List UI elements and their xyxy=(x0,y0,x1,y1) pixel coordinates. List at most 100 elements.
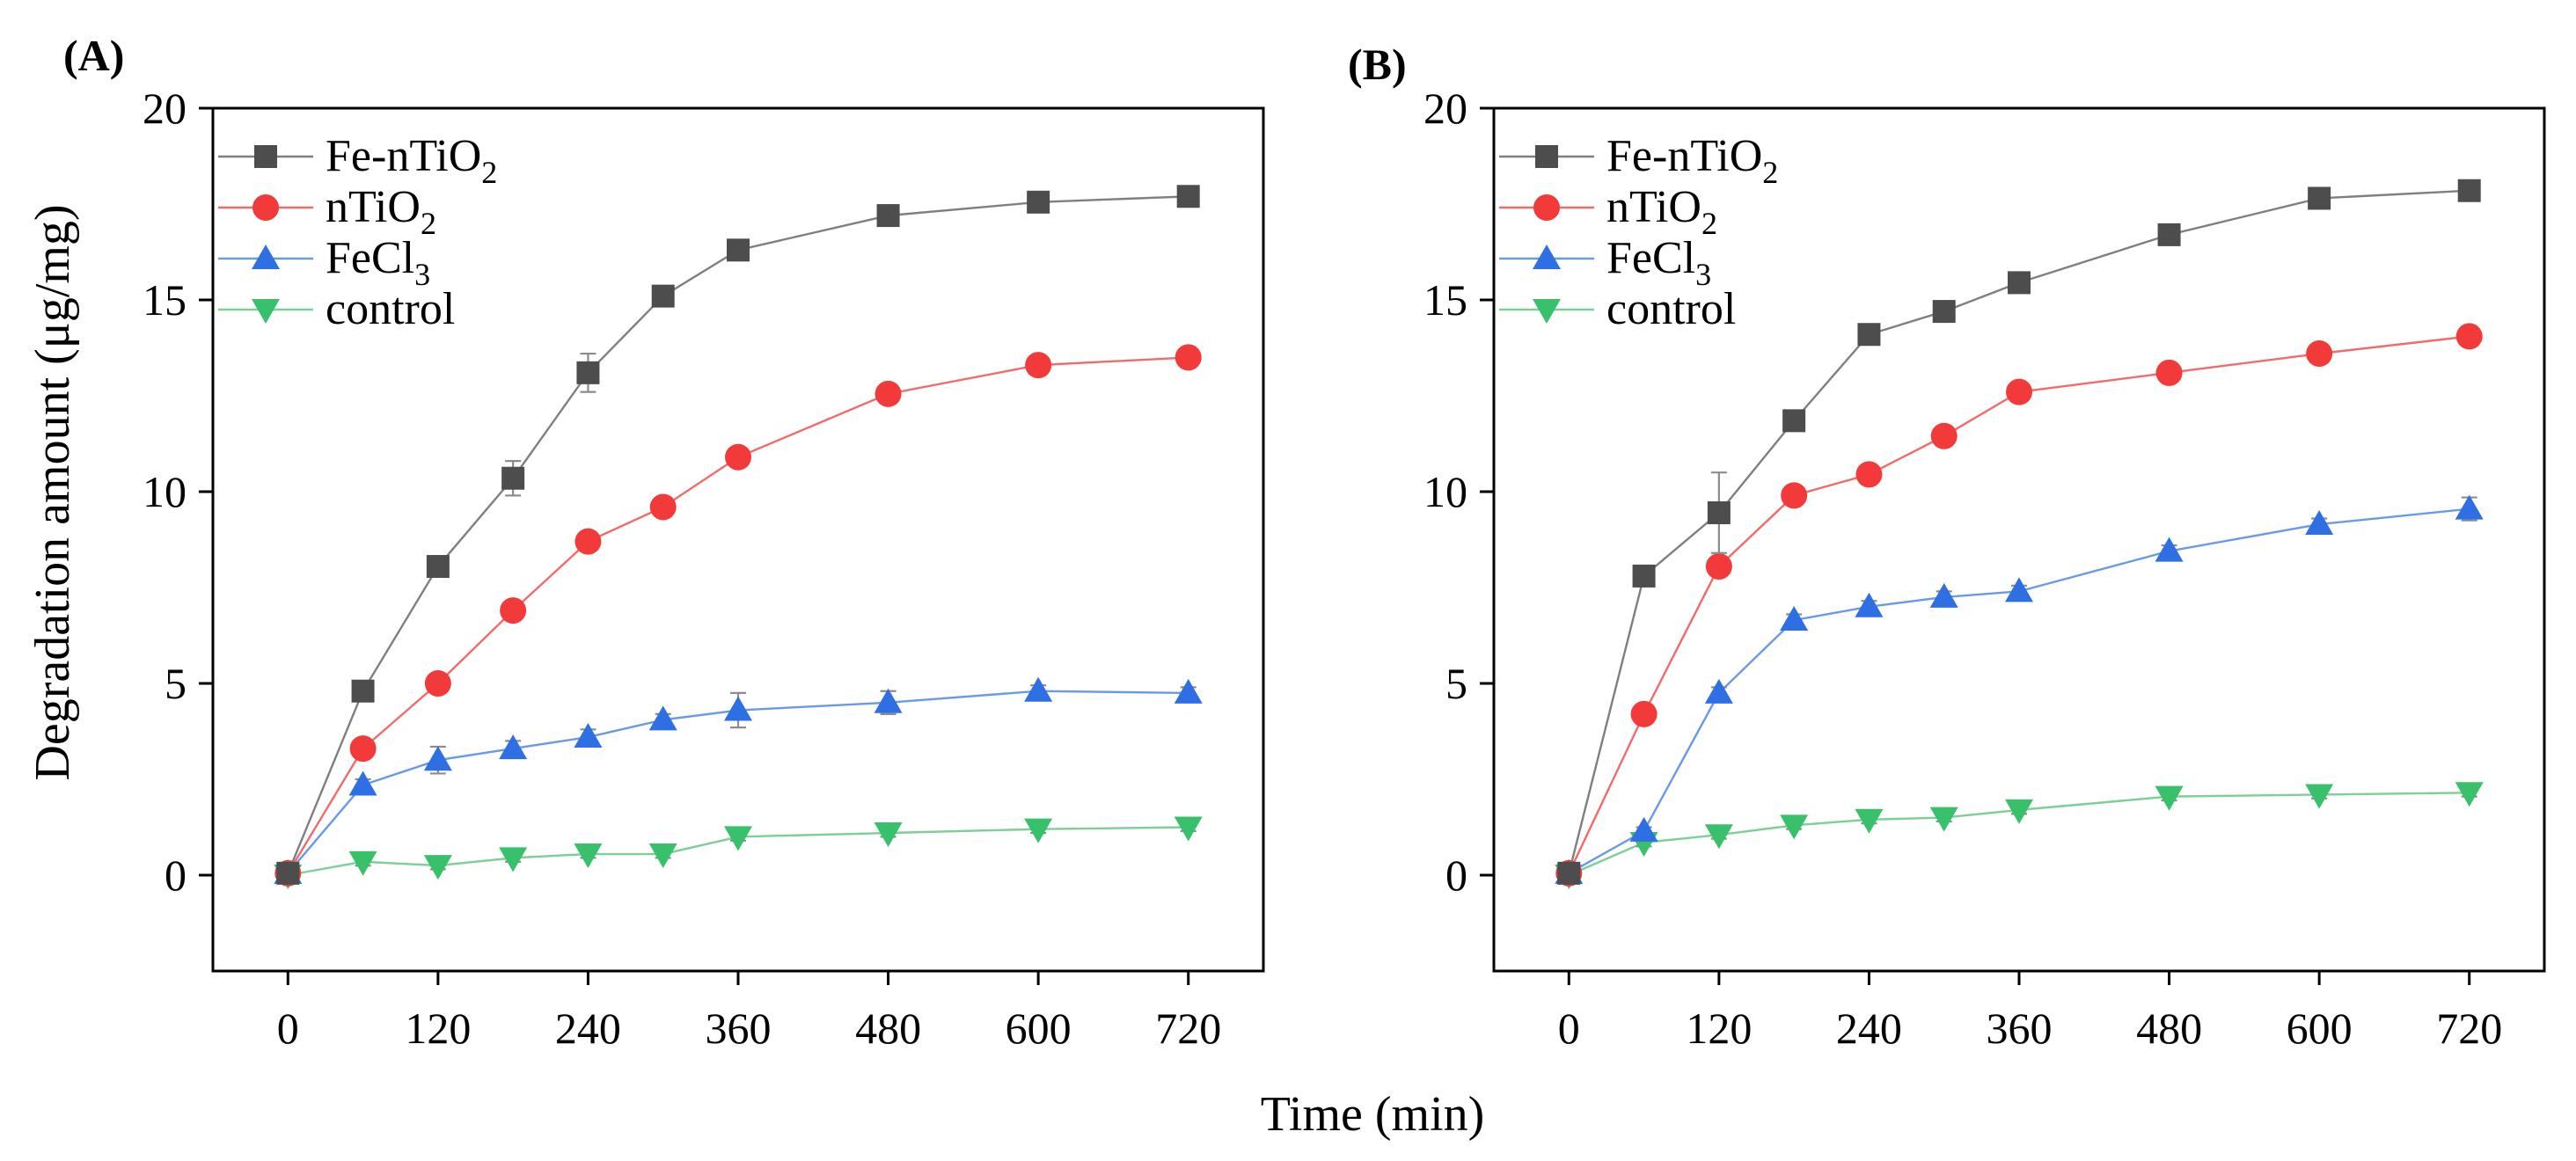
series-fecl3 xyxy=(274,676,1203,884)
data-point xyxy=(574,723,603,748)
data-point xyxy=(574,843,603,869)
data-point xyxy=(2455,494,2484,520)
series-line xyxy=(287,356,1189,874)
data-point xyxy=(1929,582,1958,608)
x-tick-label: 480 xyxy=(855,1004,921,1053)
y-tick-label: 20 xyxy=(143,84,187,133)
data-point xyxy=(1929,807,1958,832)
legend-marker xyxy=(254,145,277,168)
y-tick-label: 0 xyxy=(1445,851,1467,900)
data-point xyxy=(648,705,677,731)
x-tick-label: 480 xyxy=(2136,1004,2202,1053)
x-tick-label: 360 xyxy=(1987,1004,2053,1053)
data-point xyxy=(351,679,375,703)
y-tick-label: 0 xyxy=(165,851,187,900)
series-ntio2 xyxy=(274,344,1202,887)
data-point xyxy=(724,696,752,721)
data-point xyxy=(1024,818,1053,843)
data-point xyxy=(727,238,750,262)
panel-label: (A) xyxy=(63,31,124,80)
x-tick-label: 600 xyxy=(2287,1004,2353,1053)
series-line xyxy=(287,195,1189,874)
data-point xyxy=(2455,323,2483,350)
series-line xyxy=(287,690,1189,874)
x-tick-label: 600 xyxy=(1006,1004,1072,1053)
y-tick-label: 15 xyxy=(143,275,187,325)
data-point xyxy=(1780,814,1809,840)
data-point xyxy=(648,843,677,869)
y-tick-label: 10 xyxy=(1423,467,1467,516)
y-tick-label: 10 xyxy=(143,467,187,516)
legend-item: Fe-nTiO2 xyxy=(1499,131,1778,190)
legend-label: nTiO2 xyxy=(1606,182,1717,241)
data-point xyxy=(2005,577,2033,602)
panel-label: (B) xyxy=(1348,40,1407,89)
legend-label: FeCl3 xyxy=(326,233,430,292)
data-point xyxy=(1780,606,1809,632)
data-point xyxy=(424,670,451,697)
legend-item: FeCl3 xyxy=(218,233,430,292)
x-tick-label: 0 xyxy=(277,1004,299,1053)
data-point xyxy=(875,380,902,407)
y-axis-title: Degradation amount (μg/mg) xyxy=(26,204,80,780)
data-point xyxy=(2306,340,2333,368)
data-point xyxy=(499,734,528,760)
series-line xyxy=(1568,335,2470,874)
x-tick-label: 360 xyxy=(706,1004,772,1053)
legend-label: nTiO2 xyxy=(326,182,436,241)
legend-item: nTiO2 xyxy=(218,182,436,241)
series-fe-ntio2 xyxy=(276,185,1200,885)
data-point xyxy=(1932,300,1956,324)
data-point xyxy=(1174,678,1203,704)
data-point xyxy=(874,822,903,848)
x-tick-label: 240 xyxy=(555,1004,621,1053)
data-point xyxy=(1855,461,1883,488)
data-point xyxy=(1704,678,1733,704)
x-tick-label: 720 xyxy=(1155,1004,1221,1053)
legend-marker xyxy=(252,194,279,221)
data-point xyxy=(1857,323,1881,347)
data-point xyxy=(649,493,677,521)
data-point xyxy=(1781,482,1808,509)
data-point xyxy=(348,851,377,876)
legend-marker xyxy=(1535,145,1558,168)
data-point xyxy=(2457,179,2481,202)
data-point xyxy=(1782,409,1806,433)
series-line xyxy=(1568,507,2470,874)
data-point xyxy=(1630,700,1658,727)
data-point xyxy=(1704,824,1733,850)
data-point xyxy=(276,861,300,885)
data-point xyxy=(426,555,450,579)
data-point xyxy=(1027,190,1050,214)
data-point xyxy=(574,528,602,555)
data-point xyxy=(1855,592,1884,617)
data-point xyxy=(2157,223,2181,246)
x-tick-label: 120 xyxy=(1686,1004,1752,1053)
y-tick-label: 20 xyxy=(1423,84,1467,133)
legend-marker xyxy=(252,299,280,324)
data-point xyxy=(1707,500,1731,524)
data-point xyxy=(2455,782,2484,807)
legend-marker xyxy=(1533,194,1560,221)
x-tick-label: 0 xyxy=(1558,1004,1580,1053)
legend-label: control xyxy=(326,284,455,334)
data-point xyxy=(1629,816,1658,842)
legend-item: control xyxy=(218,284,455,334)
x-tick-label: 120 xyxy=(405,1004,471,1053)
data-point xyxy=(1930,422,1958,449)
x-tick-label: 720 xyxy=(2436,1004,2502,1053)
data-point xyxy=(499,847,528,873)
legend-label: control xyxy=(1606,284,1736,334)
data-point xyxy=(2155,537,2184,562)
x-axis-title: Time (min) xyxy=(1261,1087,1485,1142)
data-point xyxy=(423,855,452,880)
legend-item: Fe-nTiO2 xyxy=(218,131,497,190)
legend-item: control xyxy=(1499,284,1736,334)
data-point xyxy=(501,466,525,490)
series-control xyxy=(1555,782,2484,889)
legend-item: nTiO2 xyxy=(1499,182,1717,241)
